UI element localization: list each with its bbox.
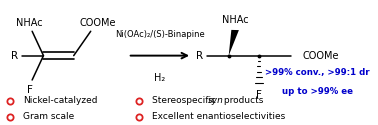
Text: Excellent enantioselectivities: Excellent enantioselectivities	[152, 112, 285, 121]
Text: COOMe: COOMe	[302, 51, 339, 61]
Text: F: F	[256, 90, 262, 100]
Text: products: products	[221, 96, 263, 105]
Text: H₂: H₂	[154, 73, 166, 83]
Text: up to >99% ee: up to >99% ee	[282, 88, 353, 96]
Polygon shape	[229, 30, 239, 56]
Text: Stereospecific: Stereospecific	[152, 96, 219, 105]
Text: syn: syn	[208, 96, 224, 105]
Text: Nickel-catalyzed: Nickel-catalyzed	[23, 96, 97, 105]
Text: NHAc: NHAc	[16, 18, 43, 28]
Text: F: F	[27, 85, 33, 95]
Text: R: R	[196, 51, 203, 61]
Text: Gram scale: Gram scale	[23, 112, 74, 121]
Text: COOMe: COOMe	[79, 18, 116, 28]
Text: Ni(OAc)₂/(S)-Binapine: Ni(OAc)₂/(S)-Binapine	[115, 30, 205, 39]
Text: >99% conv., >99:1 dr: >99% conv., >99:1 dr	[265, 68, 370, 76]
Text: NHAc: NHAc	[222, 15, 248, 25]
Text: R: R	[11, 51, 18, 61]
